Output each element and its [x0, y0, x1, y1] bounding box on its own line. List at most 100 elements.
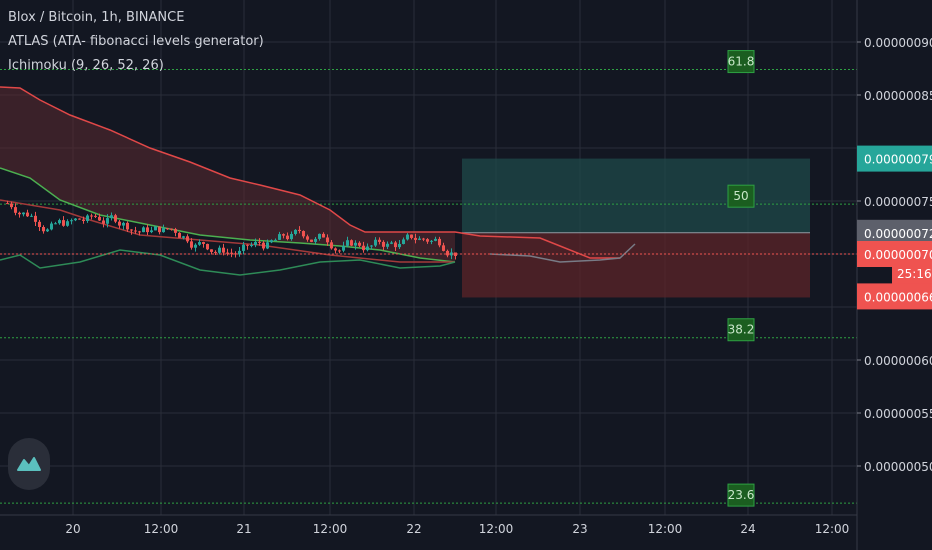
candle-body: [30, 215, 33, 217]
price-tag-bg: [857, 283, 932, 310]
candle-body: [266, 242, 269, 249]
candle-body: [226, 252, 229, 254]
candle-body: [38, 221, 41, 228]
candle-body: [158, 226, 161, 233]
price-tick-label: 0.00000090: [864, 36, 932, 50]
candle-body: [166, 228, 169, 230]
tradingview-logo-button[interactable]: [8, 438, 50, 490]
candle-body: [422, 238, 425, 240]
time-tick-label: 22: [406, 522, 421, 536]
candle-body: [150, 230, 153, 233]
candle-body: [378, 239, 381, 242]
tradingview-logo-icon: [17, 457, 41, 471]
candle-body: [362, 245, 365, 251]
candle-body: [230, 252, 233, 254]
candle-body: [290, 233, 293, 240]
candle-body: [406, 234, 409, 240]
time-tick-label: 20: [65, 522, 80, 536]
chart-legend: Blox / Bitcoin, 1h, BINANCE ATLAS (ATA- …: [8, 6, 264, 78]
candle-body: [454, 252, 457, 256]
candle-body: [218, 247, 221, 253]
candle-body: [142, 227, 145, 233]
candle-body: [298, 229, 301, 232]
candle-body: [370, 245, 373, 247]
time-tick-label: 12:00: [648, 522, 683, 536]
fib-level-label: 50: [733, 189, 748, 203]
candle-body: [110, 215, 113, 219]
price-tick-label: 0.00000055: [864, 407, 932, 421]
symbol-title[interactable]: Blox / Bitcoin, 1h, BINANCE: [8, 10, 185, 25]
candle-body: [198, 242, 201, 245]
candle-body: [374, 239, 377, 246]
candle-body: [310, 239, 313, 242]
indicator-atlas[interactable]: ATLAS (ATA- fibonacci levels generator): [8, 34, 264, 49]
candle-body: [326, 237, 329, 243]
candle-body: [170, 228, 173, 230]
candle-body: [62, 220, 65, 226]
price-tag-bg: [857, 145, 932, 172]
candle-body: [334, 248, 337, 251]
candle-body: [22, 212, 25, 215]
candle-body: [210, 249, 213, 252]
price-tag-label: 0.00000070: [864, 248, 932, 262]
candle-body: [146, 227, 149, 233]
fib-level-badge: [727, 318, 755, 342]
ichimoku-cloud-bear: [0, 87, 455, 262]
candle-body: [442, 245, 445, 251]
candle-body: [106, 218, 109, 224]
candle-body: [178, 232, 181, 238]
lagging-line: [489, 243, 636, 263]
candle-body: [274, 239, 277, 241]
candle-body: [126, 222, 129, 230]
candle-body: [430, 240, 433, 242]
candle-body: [338, 250, 341, 252]
candle-body: [382, 241, 385, 247]
candle-body: [254, 241, 257, 245]
candle-body: [302, 231, 305, 237]
price-axis[interactable]: 0.00000090 0.00000085 0.00000075 0.00000060…: [856, 0, 932, 550]
candle-body: [270, 240, 273, 243]
candle-body: [54, 223, 57, 225]
time-tick-label: 12:00: [815, 522, 850, 536]
position-loss-zone[interactable]: [462, 232, 810, 298]
candle-body: [134, 230, 137, 232]
candle-body: [350, 240, 353, 246]
candle-body: [58, 220, 61, 224]
time-axis[interactable]: 20 12:00 21 12:00 22 12:00 23 12:00 24 12:00: [0, 514, 857, 536]
candle-body: [26, 212, 29, 217]
candle-body: [114, 215, 117, 222]
candle-body: [410, 234, 413, 238]
candle-body: [426, 239, 429, 242]
candle-body: [194, 244, 197, 248]
candle-body: [86, 215, 89, 221]
candle-body: [6, 203, 9, 205]
candle-body: [354, 242, 357, 246]
candle-body: [250, 244, 253, 246]
candle-body: [434, 238, 437, 241]
time-tick-label: 12:00: [313, 522, 348, 536]
indicator-ichimoku[interactable]: Ichimoku (9, 26, 52, 26): [8, 58, 164, 73]
price-tag-bg: [892, 260, 932, 287]
senkou-span-b-line: [0, 86, 620, 259]
fib-level-badge: [727, 483, 755, 507]
time-tick-label: 23: [572, 522, 587, 536]
position-profit-zone[interactable]: [462, 158, 810, 233]
fib-level-badge: [727, 50, 755, 74]
candle-body: [222, 247, 225, 253]
price-tag-label: 0.00000066: [864, 290, 932, 304]
candle-body: [202, 242, 205, 244]
candle-body: [286, 235, 289, 240]
long-position-tool[interactable]: [462, 158, 810, 298]
ichimoku-cloud: [0, 87, 455, 262]
candle-body: [102, 220, 105, 224]
candle-body: [246, 244, 249, 246]
candle-body: [70, 220, 73, 222]
fib-level-badge: [727, 184, 755, 208]
candle-body: [98, 216, 101, 221]
senkou-span-a-line: [0, 167, 456, 263]
candlesticks: [6, 200, 457, 260]
price-tick-label: 0.00000085: [864, 89, 932, 103]
candle-body: [306, 236, 309, 240]
candle-body: [258, 241, 261, 243]
